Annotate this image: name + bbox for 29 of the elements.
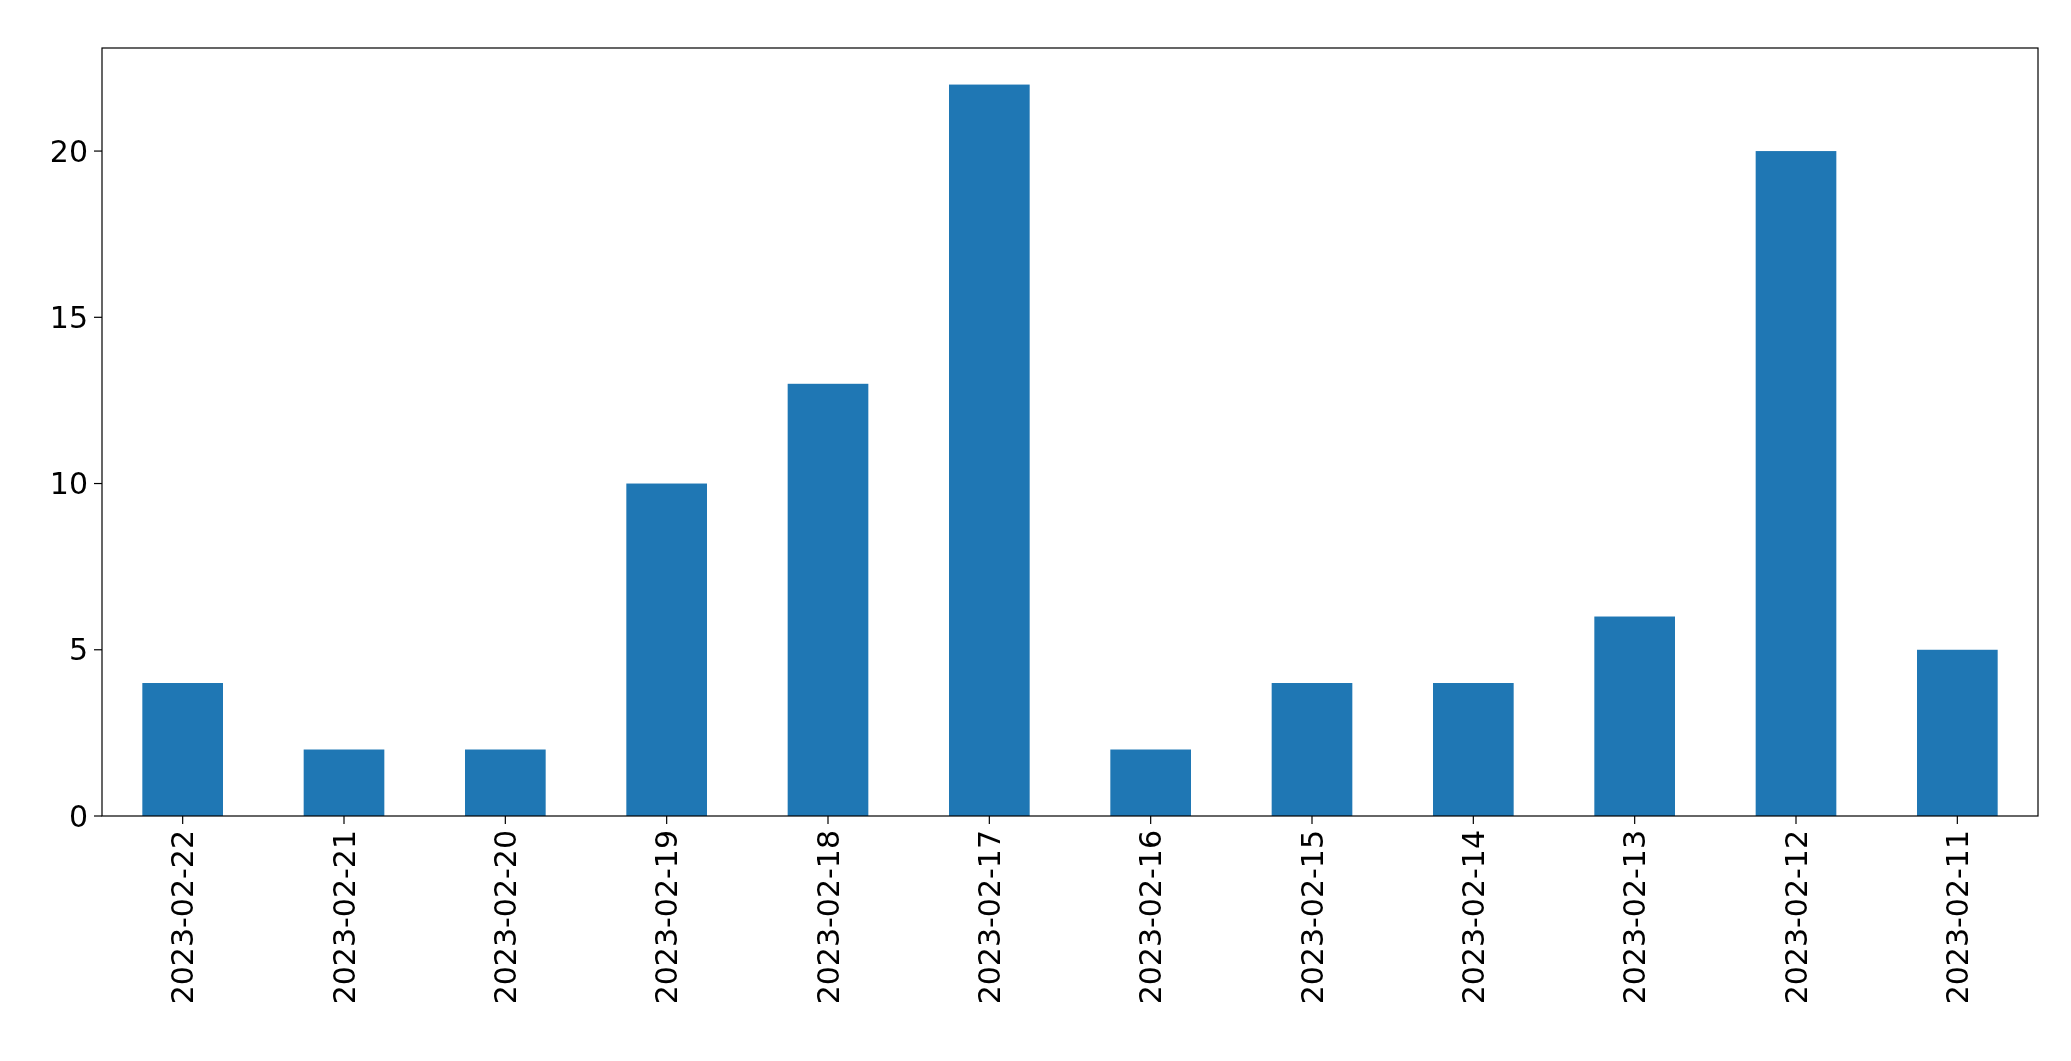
x-tick-label: 2023-02-15 — [1294, 830, 1330, 1005]
y-tick-label: 5 — [68, 632, 88, 668]
x-tick-label: 2023-02-17 — [971, 830, 1007, 1005]
y-tick-label: 20 — [49, 133, 88, 169]
x-tick-label: 2023-02-11 — [1939, 830, 1975, 1005]
bar — [787, 383, 869, 816]
x-tick-label: 2023-02-16 — [1133, 830, 1169, 1005]
bar — [1594, 616, 1675, 816]
bar — [626, 483, 707, 816]
y-tick-label: 15 — [49, 299, 88, 335]
x-tick-label: 2023-02-14 — [1455, 830, 1491, 1005]
x-tick-label: 2023-02-12 — [1778, 830, 1814, 1005]
x-tick-label: 2023-02-13 — [1617, 830, 1653, 1005]
bar — [1433, 683, 1514, 816]
bar — [142, 683, 223, 816]
x-tick-label: 2023-02-20 — [487, 830, 523, 1005]
bar — [303, 749, 385, 816]
x-tick-label: 2023-02-19 — [649, 830, 685, 1005]
bar — [1271, 683, 1353, 816]
bar — [949, 84, 1030, 816]
bar — [1110, 749, 1191, 816]
bar — [465, 749, 546, 816]
x-tick-label: 2023-02-18 — [810, 830, 846, 1005]
bar — [1755, 151, 1837, 816]
y-tick-label: 10 — [49, 466, 88, 502]
y-tick-label: 0 — [68, 798, 88, 834]
bar — [1917, 649, 1998, 816]
x-tick-label: 2023-02-21 — [326, 830, 362, 1005]
x-tick-label: 2023-02-22 — [165, 830, 201, 1005]
